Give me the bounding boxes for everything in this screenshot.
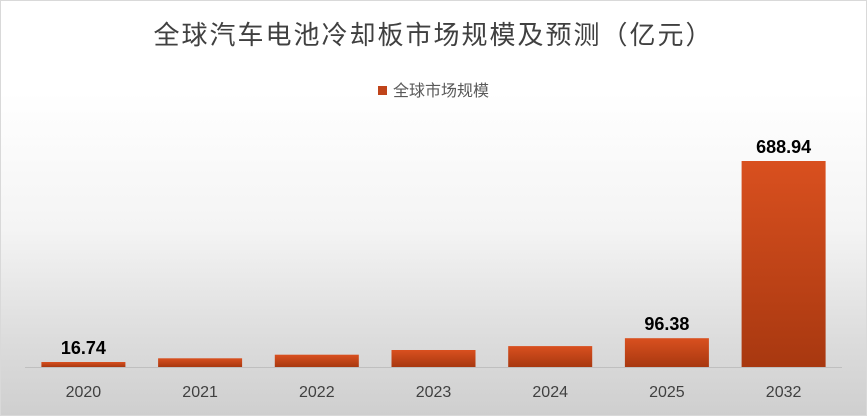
- x-tick-2020: 2020: [66, 384, 102, 401]
- data-label-2020: 16.74: [61, 338, 106, 358]
- bar-2022: [274, 354, 359, 367]
- bar-2025: [624, 338, 709, 367]
- x-tick-2025: 2025: [649, 384, 685, 401]
- legend-swatch: [377, 86, 387, 95]
- bar-2020: [41, 362, 126, 367]
- chart-title: 全球汽车电池冷却板市场规模及预测（亿元）: [153, 21, 714, 51]
- legend-label: 全球市场规模: [392, 81, 489, 100]
- x-tick-2023: 2023: [416, 384, 452, 401]
- x-tick-2024: 2024: [532, 384, 568, 401]
- bar-2024: [508, 346, 593, 367]
- bar-2021: [158, 358, 243, 367]
- x-tick-2022: 2022: [299, 384, 335, 401]
- data-label-2032: 688.94: [756, 137, 811, 157]
- x-tick-2032: 2032: [766, 384, 802, 401]
- bar-2032: [741, 161, 826, 367]
- data-label-2025: 96.38: [644, 314, 689, 334]
- legend: 全球市场规模: [1, 77, 866, 101]
- bar-2023: [391, 350, 476, 367]
- x-tick-2021: 2021: [182, 384, 218, 401]
